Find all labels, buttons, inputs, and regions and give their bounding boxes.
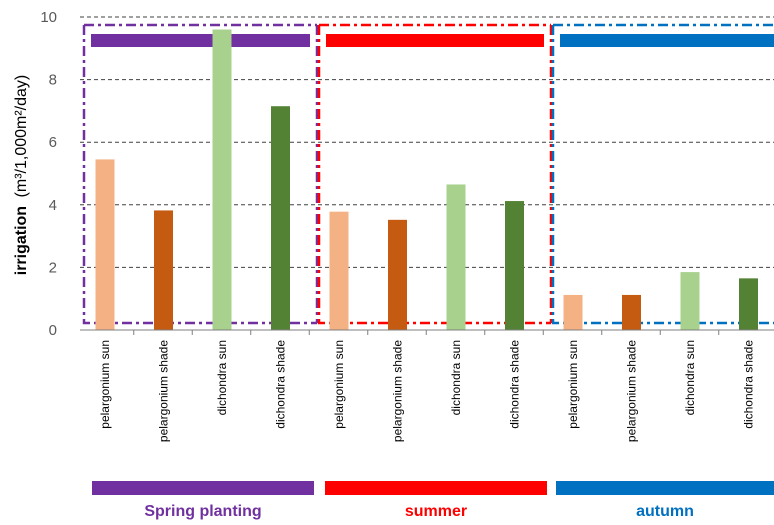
season-header-bar [326, 34, 544, 47]
category-label: pelargonium sun [332, 340, 346, 429]
y-axis-title-main: irrigation [13, 206, 30, 275]
y-tick-label: 2 [49, 259, 57, 276]
season-legend-bar [556, 481, 774, 495]
season-frames [82, 23, 774, 325]
bar [154, 210, 173, 330]
bar [329, 211, 349, 330]
bar [446, 184, 466, 330]
bar [622, 294, 641, 330]
bar [212, 29, 232, 331]
season-frame [551, 23, 774, 325]
y-tick-label: 10 [40, 9, 57, 26]
category-label: pelargonium shade [157, 340, 171, 442]
y-tick-label: 4 [49, 197, 57, 214]
grid-lines [80, 16, 774, 268]
category-label: dichondra shade [508, 340, 522, 429]
bar [388, 219, 407, 330]
bar [680, 272, 700, 330]
bars [95, 29, 758, 331]
season-frame [317, 23, 553, 325]
season-frame [82, 23, 319, 325]
y-tick-label: 8 [49, 72, 57, 89]
category-label: pelargonium shade [391, 340, 405, 442]
category-label: pelargonium shade [625, 340, 639, 442]
category-label: dichondra shade [742, 340, 756, 429]
category-label: dichondra sun [683, 340, 697, 415]
y-axis-title-units: (m³/1,000m²/day) [13, 75, 30, 198]
bar [95, 159, 115, 330]
x-axis [80, 329, 774, 335]
bar [505, 201, 524, 330]
season-header-bar [91, 34, 310, 47]
y-tick-label: 0 [49, 322, 57, 339]
season-legend-bar [92, 481, 314, 495]
y-axis-ticks: 0 2 4 6 8 10 [40, 9, 57, 339]
y-tick-label: 6 [49, 134, 57, 151]
bar [739, 278, 758, 330]
category-label: dichondra shade [274, 340, 288, 429]
bar [563, 294, 583, 330]
season-header-bar [560, 34, 774, 47]
category-label: dichondra sun [215, 340, 229, 415]
bar [271, 106, 290, 330]
category-label: pelargonium sun [98, 340, 112, 429]
category-label: dichondra sun [449, 340, 463, 415]
category-label: pelargonium sun [566, 340, 580, 429]
season-legend-label: summer [404, 503, 468, 520]
season-legend-label: autumn [636, 503, 694, 520]
y-axis-title: irrigation (m³/1,000m²/day) [13, 75, 30, 276]
x-axis-labels: pelargonium sun pelargonium shade dichondr… [98, 340, 756, 442]
season-legend-bar [325, 481, 547, 495]
season-legend-label: Spring planting [144, 503, 262, 520]
